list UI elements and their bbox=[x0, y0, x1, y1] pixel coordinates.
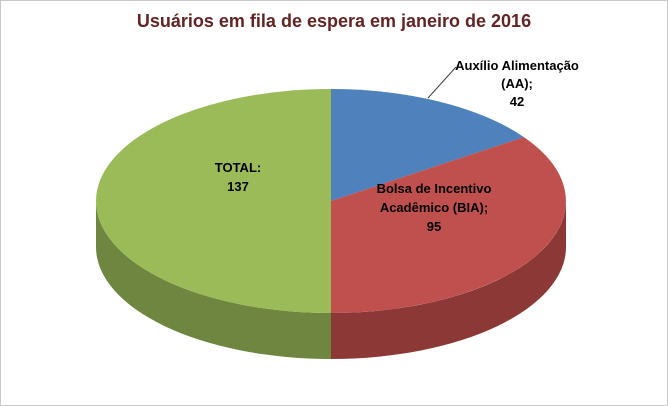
slice-label-aa-line1: Auxílio Alimentação bbox=[455, 58, 579, 73]
pie-slice bbox=[331, 137, 566, 313]
slice-label-total: TOTAL: 137 bbox=[173, 158, 303, 196]
chart-title: Usuários em fila de espera em janeiro de… bbox=[136, 11, 532, 31]
slice-label-bia-value: 95 bbox=[426, 219, 442, 234]
pie-slice-side bbox=[331, 201, 566, 359]
slice-label-bia-line1: Bolsa de Incentivo bbox=[376, 181, 492, 196]
slice-label-aa-value: 42 bbox=[509, 94, 525, 109]
pie-slice bbox=[331, 89, 524, 201]
pie-slice-side bbox=[96, 201, 331, 359]
slice-label-aa: Auxílio Alimentação (AA); 42 bbox=[441, 57, 593, 111]
pie-slice bbox=[96, 89, 331, 313]
slice-label-bia: Bolsa de Incentivo Acadêmico (BIA); 95 bbox=[349, 179, 519, 236]
slice-label-total-value: 137 bbox=[227, 179, 249, 194]
leader-line bbox=[427, 66, 457, 99]
slice-label-bia-line2: Acadêmico (BIA); bbox=[379, 200, 489, 215]
slice-label-total-line1: TOTAL: bbox=[214, 160, 262, 175]
slice-label-aa-line2: (AA); bbox=[501, 76, 533, 91]
